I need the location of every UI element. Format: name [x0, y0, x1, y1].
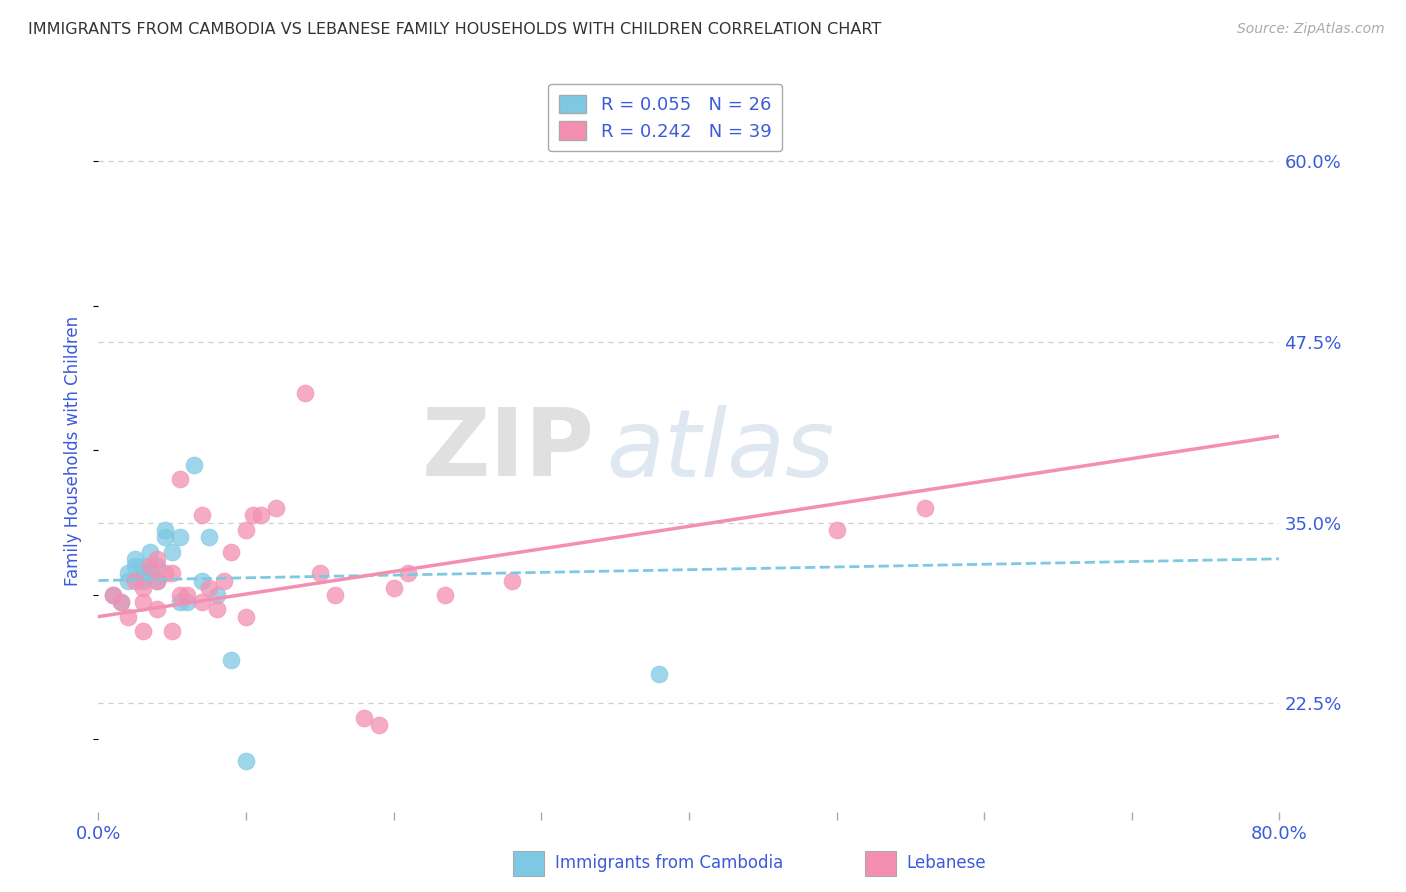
Point — [146, 574, 169, 588]
Point — [132, 566, 155, 581]
Point — [169, 595, 191, 609]
Point — [176, 595, 198, 609]
Point — [205, 602, 228, 616]
Point — [139, 559, 162, 574]
Point — [132, 559, 155, 574]
Point — [825, 523, 848, 537]
Point — [169, 530, 191, 544]
Point — [117, 574, 139, 588]
Point — [294, 385, 316, 400]
Point — [110, 595, 132, 609]
Point — [501, 574, 523, 588]
Text: Source: ZipAtlas.com: Source: ZipAtlas.com — [1237, 22, 1385, 37]
Point — [124, 559, 146, 574]
Point — [132, 595, 155, 609]
Point — [250, 508, 273, 523]
Point — [191, 508, 214, 523]
Point — [169, 472, 191, 486]
Point — [132, 581, 155, 595]
Point — [198, 530, 221, 544]
Point — [221, 544, 243, 558]
Point — [914, 501, 936, 516]
Point — [124, 551, 146, 566]
Text: Lebanese: Lebanese — [907, 855, 987, 872]
Point — [235, 609, 257, 624]
Point — [139, 544, 162, 558]
Text: IMMIGRANTS FROM CAMBODIA VS LEBANESE FAMILY HOUSEHOLDS WITH CHILDREN CORRELATION: IMMIGRANTS FROM CAMBODIA VS LEBANESE FAM… — [28, 22, 882, 37]
Point — [323, 588, 346, 602]
Point — [176, 588, 198, 602]
Point — [309, 566, 332, 581]
Point — [117, 566, 139, 581]
Point — [162, 566, 183, 581]
Point — [242, 508, 264, 523]
Point — [353, 711, 375, 725]
Point — [235, 754, 257, 768]
Point — [221, 653, 243, 667]
Point — [198, 581, 221, 595]
Point — [146, 559, 169, 574]
Point — [132, 574, 155, 588]
Point — [146, 602, 169, 616]
Point — [648, 667, 671, 681]
Point — [191, 574, 214, 588]
Point — [205, 588, 228, 602]
Point — [132, 624, 155, 639]
Point — [398, 566, 420, 581]
Text: ZIP: ZIP — [422, 404, 595, 497]
Point — [191, 595, 214, 609]
Point — [139, 566, 162, 581]
Point — [434, 588, 457, 602]
Point — [110, 595, 132, 609]
Text: atlas: atlas — [606, 405, 835, 496]
Legend: R = 0.055   N = 26, R = 0.242   N = 39: R = 0.055 N = 26, R = 0.242 N = 39 — [548, 84, 782, 152]
Point — [162, 624, 183, 639]
Point — [103, 588, 125, 602]
Point — [162, 544, 183, 558]
Y-axis label: Family Households with Children: Family Households with Children — [65, 316, 83, 585]
Point — [153, 530, 176, 544]
Point — [124, 574, 146, 588]
Point — [264, 501, 287, 516]
Point — [103, 588, 125, 602]
Point — [212, 574, 235, 588]
Point — [183, 458, 205, 472]
Text: Immigrants from Cambodia: Immigrants from Cambodia — [555, 855, 783, 872]
Point — [153, 523, 176, 537]
Point — [382, 581, 405, 595]
Point — [235, 523, 257, 537]
Point — [169, 588, 191, 602]
Point — [117, 609, 139, 624]
Point — [146, 551, 169, 566]
Point — [368, 718, 391, 732]
Point — [153, 566, 176, 581]
Point — [146, 574, 169, 588]
